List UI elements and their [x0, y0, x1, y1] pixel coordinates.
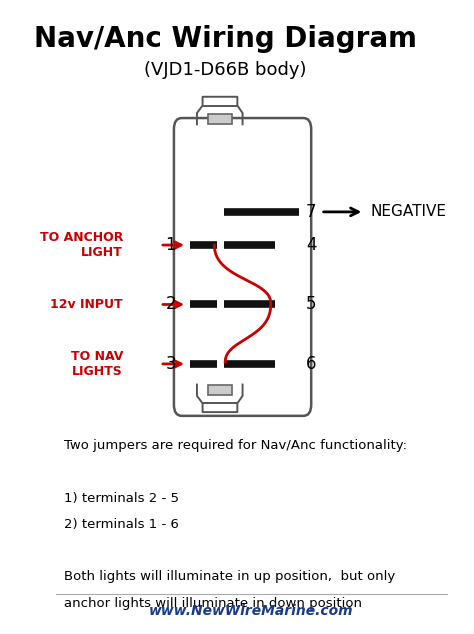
Text: Both lights will illuminate in up position,  but only: Both lights will illuminate in up positi…: [64, 571, 396, 583]
Text: TO ANCHOR
LIGHT: TO ANCHOR LIGHT: [40, 231, 123, 259]
Text: 12v INPUT: 12v INPUT: [50, 298, 123, 311]
Text: 4: 4: [306, 236, 317, 254]
Text: 3: 3: [165, 355, 176, 373]
Text: anchor lights will illuminate in down position: anchor lights will illuminate in down po…: [64, 597, 363, 610]
Text: 6: 6: [306, 355, 317, 373]
Text: (VJD1-D66B body): (VJD1-D66B body): [144, 61, 306, 79]
Text: Two jumpers are required for Nav/Anc functionality:: Two jumpers are required for Nav/Anc fun…: [64, 439, 408, 452]
Text: 1: 1: [165, 236, 176, 254]
Text: 1) terminals 2 - 5: 1) terminals 2 - 5: [64, 491, 180, 505]
Text: TO NAV
LIGHTS: TO NAV LIGHTS: [71, 350, 123, 378]
Text: 2: 2: [165, 295, 176, 313]
Text: 5: 5: [306, 295, 317, 313]
Text: www.NewWireMarine.com: www.NewWireMarine.com: [149, 604, 354, 618]
Text: 7: 7: [306, 203, 317, 221]
Bar: [208, 385, 232, 394]
FancyBboxPatch shape: [174, 118, 311, 416]
Text: NEGATIVE: NEGATIVE: [371, 204, 447, 219]
Text: 2) terminals 1 - 6: 2) terminals 1 - 6: [64, 518, 179, 531]
Text: Nav/Anc Wiring Diagram: Nav/Anc Wiring Diagram: [34, 25, 417, 53]
Bar: [208, 114, 232, 124]
